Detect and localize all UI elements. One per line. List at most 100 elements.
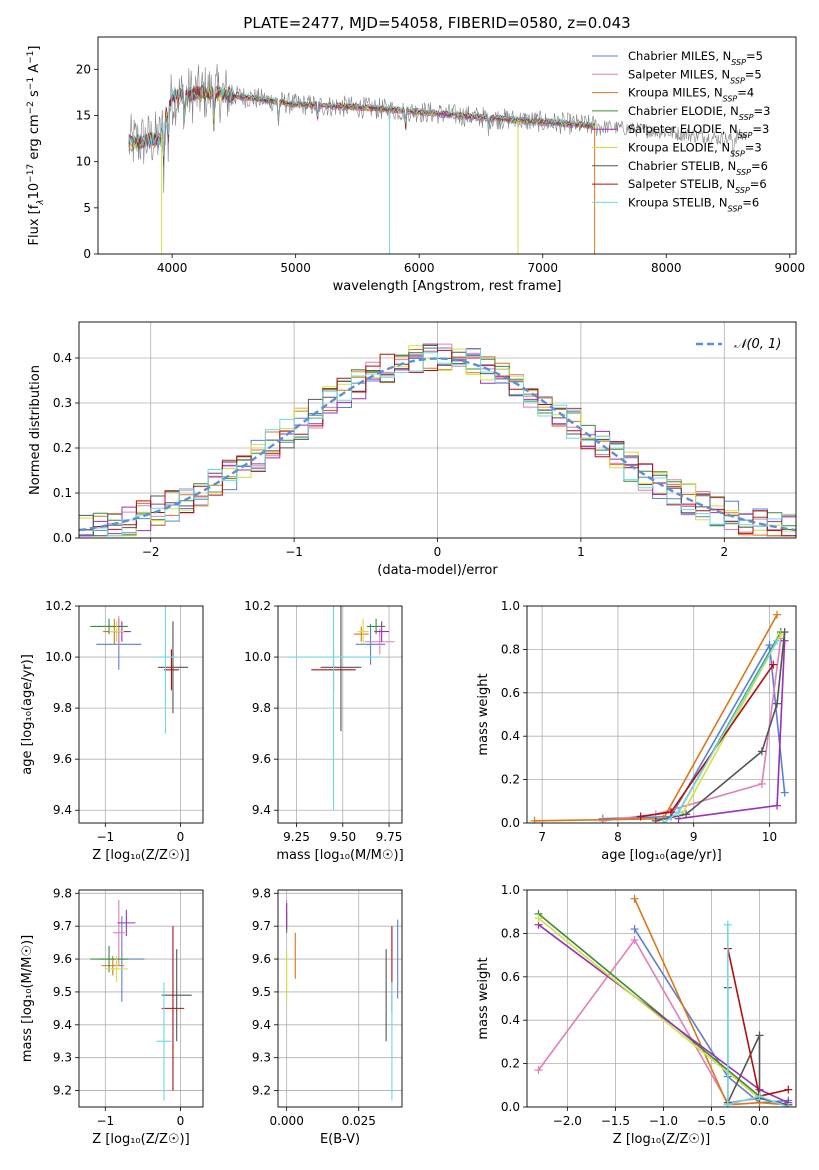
x-tick-label: 4000	[157, 261, 188, 275]
panel-mass_vs_Z: −1 0 9.2 9.3 9.4 9.5 9.6 9.7 9.8 Z [log₁₀(Z/Z☉)] m…	[20, 886, 204, 1147]
x-tick-label: −1	[96, 830, 114, 844]
legend-label-kroupa-stelib: Kroupa STELIB, NSSP=6	[628, 195, 759, 213]
y-tick-label: 9.7	[252, 919, 271, 933]
x-axis-label: (data-model)/error	[377, 563, 498, 578]
x-tick-label: 5000	[280, 261, 311, 275]
y-tick-label: 0.2	[53, 441, 72, 455]
legend-name: Kroupa STELIB, N	[628, 195, 728, 209]
weight-marker-chabrier-stelib	[780, 628, 789, 637]
x-tick-label: −1.5	[601, 1114, 630, 1128]
x-tick-label: 9000	[775, 261, 806, 275]
x-tick-label: 9.75	[376, 830, 403, 844]
legend-nssp-value: =6	[742, 195, 759, 209]
x-tick-label: 9.25	[283, 830, 310, 844]
x-tick-label: 7	[538, 830, 546, 844]
y-tick-label: 0.0	[53, 531, 72, 545]
x-tick-label: 1	[577, 545, 585, 559]
y-tick-label: 5	[83, 201, 91, 215]
legend-nssp-value: =6	[750, 177, 767, 191]
plot-area	[79, 606, 203, 823]
y-tick-label: 9.4	[53, 1018, 72, 1032]
x-tick-label: 7000	[527, 261, 558, 275]
x-tick-label: −0.5	[697, 1114, 726, 1128]
y-axis-label-part: erg cm	[27, 114, 42, 163]
axes-frame	[78, 889, 204, 1108]
y-tick-label: 0.0	[501, 816, 520, 830]
legend-nssp-sub: SSP	[736, 167, 751, 176]
weight-marker-salpeter-miles	[757, 779, 766, 788]
x-tick-label: 0	[434, 545, 442, 559]
plot-area	[128, 63, 747, 254]
y-tick-label: 9.8	[252, 701, 271, 715]
y-axis-label: mass weight	[476, 673, 491, 755]
weight-marker-kroupa-miles	[530, 816, 539, 823]
x-tick-label: 0.025	[342, 1114, 376, 1128]
y-tick-label: 0.6	[501, 970, 520, 984]
y-tick-label: 9.2	[53, 1084, 72, 1098]
panel-age_vs_mass: 9.25 9.50 9.75 9.4 9.6 9.8 10.0 10.2 mass [log₁₀…	[244, 599, 403, 863]
x-tick-label: −1.0	[649, 1114, 678, 1128]
y-tick-label: 15	[76, 108, 91, 122]
weight-marker-kroupa-stelib	[659, 819, 668, 823]
y-tick-label: 9.5	[252, 985, 271, 999]
plot-area	[79, 890, 203, 1107]
figure-title: PLATE=2477, MJD=54058, FIBERID=0580, z=0…	[243, 14, 630, 32]
legend-label-chabrier-miles: Chabrier MILES, NSSP=5	[628, 49, 763, 67]
weight-marker-chabrier-stelib	[682, 810, 691, 819]
x-axis-label: mass [log₁₀(M/M☉)]	[276, 848, 403, 863]
x-tick-label: −2	[142, 545, 160, 559]
x-axis-label: Z [log₁₀(Z/Z☉)]	[92, 848, 189, 863]
legend-nssp-sub: SSP	[739, 112, 754, 121]
y-axis-label-part: ]	[27, 46, 42, 51]
weight-marker-salpeter-miles	[534, 1066, 543, 1075]
y-tick-label: 1.0	[501, 883, 520, 897]
y-tick-label: 0.2	[501, 1057, 520, 1071]
x-tick-label: 0	[177, 1114, 185, 1128]
legend-nssp-sub: SSP	[728, 204, 743, 213]
y-tick-label: 9.6	[252, 952, 271, 966]
y-tick-label: 10.2	[45, 599, 72, 613]
y-tick-label: 9.8	[252, 886, 271, 900]
y-tick-label: 10.0	[244, 650, 271, 664]
y-tick-label: 0	[83, 247, 91, 261]
legend-nssp-value: =4	[737, 86, 754, 100]
y-tick-label: 9.4	[252, 1018, 271, 1032]
y-axis-label-part: −1	[26, 77, 36, 90]
spectrum-model-kroupa-stelib	[128, 83, 595, 157]
x-axis-label: Z [log₁₀(Z/Z☉)]	[613, 1132, 710, 1147]
y-tick-label: 9.6	[252, 752, 271, 766]
weight-marker-chabrier-miles	[630, 925, 639, 934]
y-tick-label: 9.6	[53, 752, 72, 766]
x-axis-label: age [log₁₀(age/yr)]	[601, 848, 722, 863]
weight-marker-salpeter-stelib	[769, 660, 778, 669]
weight-marker-kroupa-miles	[630, 894, 639, 903]
panel-weight_vs_Z: −2.0 −1.5 −1.0 −0.5 0.0 0.0 0.2 0.4 0.6 0.8 1.0 Z […	[476, 883, 797, 1147]
weight-line-kroupa-elodie	[537, 917, 761, 1099]
legend-label-chabrier-elodie: Chabrier ELODIE, NSSP=3	[628, 104, 770, 122]
y-tick-label: 9.4	[53, 803, 72, 817]
y-tick-label: 9.3	[252, 1051, 271, 1065]
axes-frame	[277, 605, 403, 824]
y-axis-label: mass [log₁₀(M/M☉)]	[20, 935, 35, 1062]
legend-nssp-value: =5	[746, 49, 763, 63]
weight-line-kroupa-stelib	[727, 924, 789, 1107]
y-tick-label: 9.4	[252, 803, 271, 817]
axes-frame	[78, 321, 797, 539]
weight-line-salpeter-miles	[537, 938, 760, 1104]
weight-line-kroupa-miles	[633, 898, 789, 1106]
y-axis-label: Flux [fλ10−17 erg cm−2 s−1 A−1]	[26, 46, 46, 246]
weight-marker-salpeter-stelib	[636, 812, 645, 821]
weight-marker-kroupa-stelib	[723, 1100, 732, 1107]
x-tick-label: 9	[690, 830, 698, 844]
y-tick-label: 9.3	[53, 1051, 72, 1065]
x-tick-label: 0.000	[269, 1114, 303, 1128]
x-tick-label: 2	[720, 545, 728, 559]
y-tick-label: 0.3	[53, 396, 72, 410]
weight-marker-kroupa-stelib	[723, 920, 732, 929]
legend-nssp-value: =3	[754, 104, 771, 118]
y-tick-label: 0.1	[53, 486, 72, 500]
panel-mass_vs_ebv: 0.000 0.025 9.2 9.3 9.4 9.5 9.6 9.7 9.8 E(B-V)	[252, 886, 403, 1147]
weight-line-salpeter-miles	[602, 638, 782, 822]
legend-name: Chabrier STELIB, N	[628, 159, 736, 173]
